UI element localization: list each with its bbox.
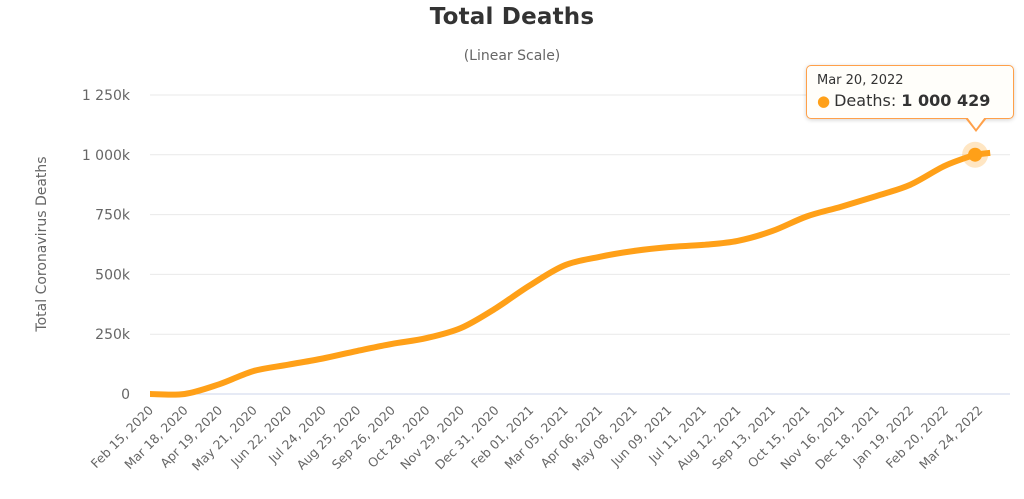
y-tick-label: 1 250k [82,88,131,104]
tooltip-date: Mar 20, 2022 [817,73,904,88]
y-tick-label: 250k [95,327,131,343]
deaths-series-line[interactable] [149,149,991,398]
y-tick-label: 500k [95,267,131,283]
y-tick-label: 1 000k [82,148,131,164]
series-bullet-icon: ● [817,92,831,110]
tooltip-series-row: ● Deaths: 1 000 429 [817,91,1003,110]
chart-subtitle: (Linear Scale) [463,48,561,64]
data-point-marker[interactable] [968,147,983,162]
tooltip: Mar 20, 2022 ● Deaths: 1 000 429 [806,65,1014,132]
tooltip-arrow-fill [967,117,985,129]
chart-title: Total Deaths [429,4,595,30]
y-axis-title: Total Coronavirus Deaths [34,156,50,332]
y-tick-label: 0 [121,387,130,403]
tooltip-value: 1 000 429 [901,91,991,110]
y-tick-label: 750k [95,208,131,224]
tooltip-series-label: Deaths: [834,91,897,110]
